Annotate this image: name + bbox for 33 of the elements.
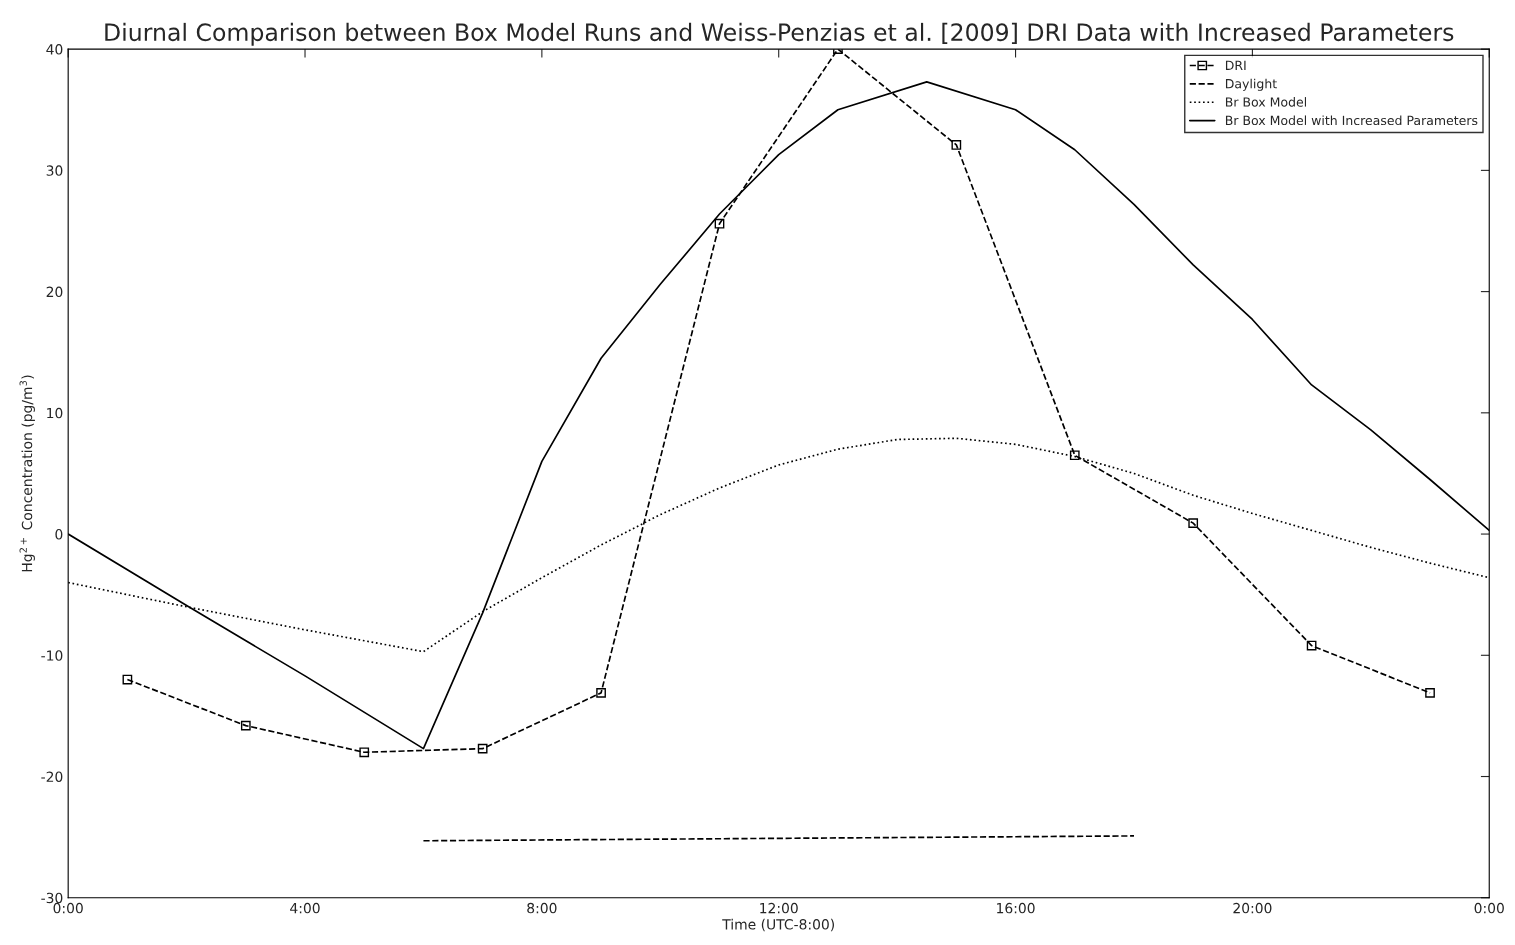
y-tick-label: -30 bbox=[41, 892, 63, 904]
y-tick-label: 10 bbox=[47, 407, 63, 419]
point bbox=[1306, 640, 1317, 651]
y-tick-label: -10 bbox=[41, 650, 63, 661]
x-tick-label: 0:00 bbox=[1474, 902, 1504, 914]
point bbox=[951, 140, 962, 150]
point bbox=[1188, 518, 1199, 529]
point bbox=[240, 720, 251, 731]
point bbox=[122, 674, 133, 685]
y-tick-label: 0 bbox=[55, 529, 63, 540]
x-tick-label: 16:00 bbox=[997, 902, 1035, 914]
chart-title: Diurnal Comparison between Box Model Runs and Weiss-Penzias et al. [2009] DRI Data with Increased Parameters bbox=[105, 22, 1454, 46]
y-axis-title: Hg$^{2+}$ Concentration (pg/m$^{3}$) bbox=[19, 375, 35, 572]
x-tick-label: 4:00 bbox=[290, 902, 320, 914]
point bbox=[596, 688, 606, 698]
x-tick-label: 0:00 bbox=[53, 902, 83, 914]
legend-label: Daylight bbox=[1225, 78, 1277, 91]
x-tick-label: 12:00 bbox=[760, 902, 798, 914]
y-tick-label: 20 bbox=[46, 286, 63, 298]
x-axis-title: Time (UTC-8:00) bbox=[722, 918, 834, 932]
legend-label: Br Box Model with Increased Parameters bbox=[1225, 115, 1478, 126]
point bbox=[477, 743, 488, 754]
y-tick-label: 40 bbox=[46, 44, 63, 55]
y-tick-label: 30 bbox=[46, 165, 63, 176]
point bbox=[1425, 688, 1435, 698]
point bbox=[1069, 450, 1080, 461]
x-tick-label: 20:00 bbox=[1233, 902, 1272, 914]
legend-label: DRI bbox=[1225, 60, 1246, 70]
y-tick-label: -20 bbox=[41, 771, 63, 782]
x-tick-label: 8:00 bbox=[527, 902, 557, 914]
point bbox=[359, 747, 370, 758]
legend-label: Br Box Model bbox=[1225, 97, 1307, 107]
point bbox=[714, 218, 725, 229]
